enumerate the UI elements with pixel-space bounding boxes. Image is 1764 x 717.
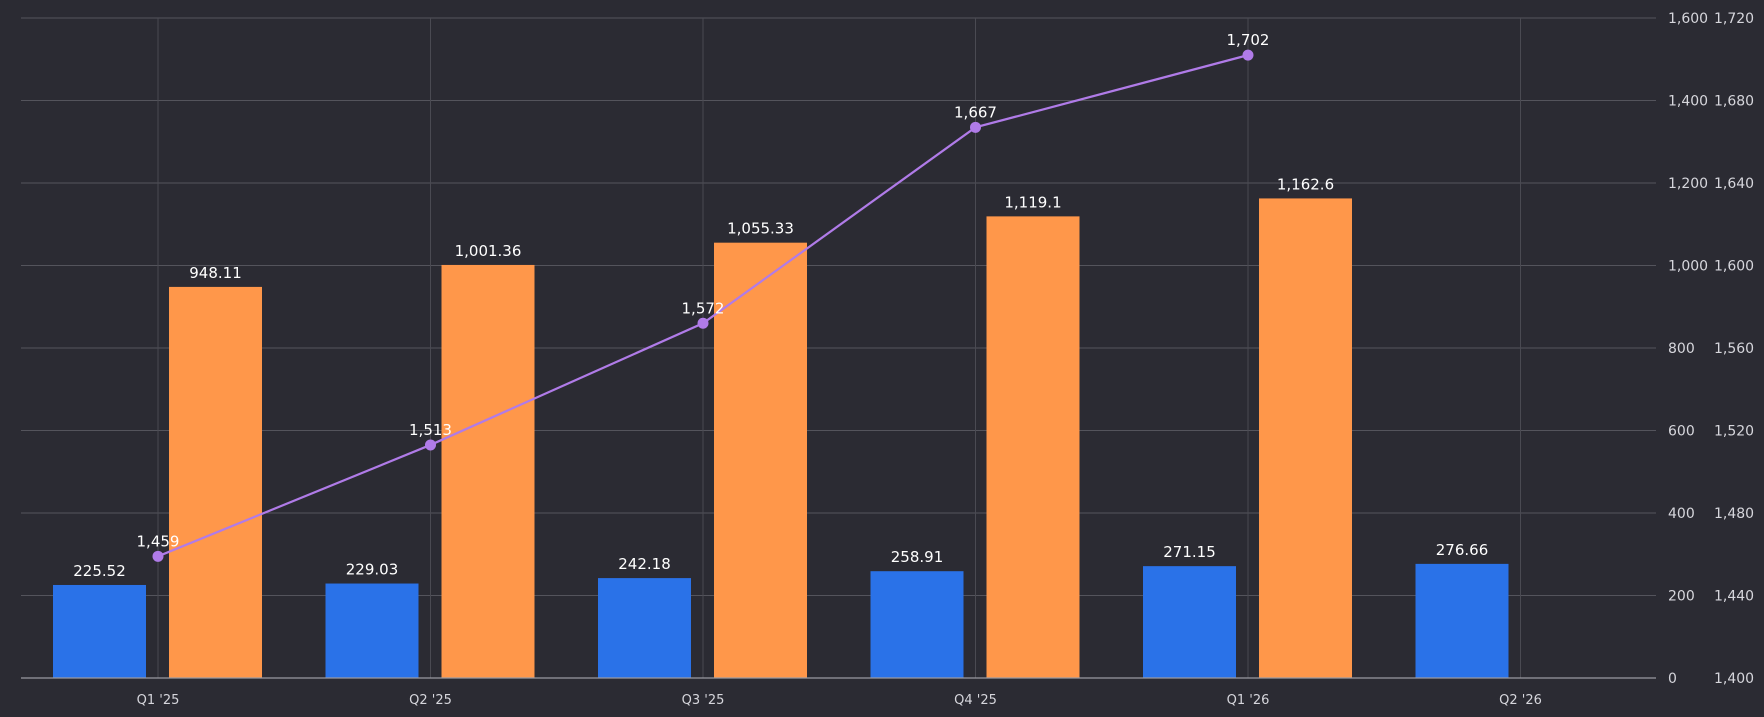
bar-value-label: 276.66 [1436,541,1489,559]
line-point [1242,49,1254,61]
bar [870,571,964,678]
x-tick-label: Q2 '26 [1499,693,1542,708]
bar-value-label: 1,162.6 [1277,175,1334,193]
line-value-label: 1,513 [409,421,452,439]
line-point [425,439,436,451]
x-tick-label: Q2 '25 [409,693,452,708]
line-point [152,550,164,562]
bar [598,578,691,678]
line-value-label: 1,572 [682,299,725,317]
y-right-tick-label: 1,440 [1714,589,1754,605]
bar-value-label: 225.52 [73,562,126,580]
axes: 0 200 400 600 800 1,000 1,200 1,400 1,600 1,400 1,… [21,11,1754,708]
x-tick-label: Q4 '25 [954,693,997,708]
line-series [152,49,1254,562]
y-right-tick-label: 1,400 [1714,671,1754,687]
bar [441,264,535,678]
line-value-label: 1,667 [954,103,997,121]
y-right-tick-label: 1,720 [1714,11,1754,27]
line-value-label: 1,459 [137,532,180,550]
bar-value-label: 1,119.1 [1004,193,1061,211]
x-tick-label: Q1 '25 [137,693,180,708]
y-left-tick-label: 1,000 [1668,259,1708,275]
y-left-tick-label: 800 [1668,341,1695,357]
bar-value-label: 948.11 [189,264,242,282]
bar-value-label: 258.91 [891,548,944,566]
bar-value-label: 229.03 [346,561,399,579]
y-left-tick-label: 200 [1668,589,1695,605]
data-labels: 225.52 229.03 242.18 258.91 271.15 276.66 948.… [73,31,1488,580]
bar [169,286,262,678]
y-left-tick-label: 1,600 [1668,11,1708,27]
y-left-tick-label: 1,400 [1668,94,1708,110]
y-right-tick-label: 1,600 [1714,259,1754,275]
bar [986,216,1080,678]
bar [1259,198,1352,679]
bar [1415,563,1509,678]
x-tick-label: Q3 '25 [682,693,725,708]
y-left-tick-label: 600 [1668,424,1695,440]
y-right-tick-label: 1,560 [1714,341,1754,357]
bar-value-label: 242.18 [618,555,671,573]
bar-value-label: 1,055.33 [727,220,794,238]
y-right-tick-label: 1,640 [1714,176,1754,192]
bar [1143,566,1236,678]
bar-value-label: 271.15 [1163,543,1216,561]
bar-value-label: 1,001.36 [455,242,522,260]
bar [714,242,807,678]
bar [325,583,419,678]
y-left-tick-label: 0 [1668,671,1677,687]
line-point [697,317,709,329]
y-left-tick-label: 400 [1668,506,1695,522]
x-tick-label: Q1 '26 [1227,693,1270,708]
y-left-tick-label: 1,200 [1668,176,1708,192]
line-value-label: 1,702 [1227,31,1270,49]
y-right-tick-label: 1,480 [1714,506,1754,522]
y-right-tick-label: 1,520 [1714,424,1754,440]
y-right-tick-label: 1,680 [1714,94,1754,110]
bar [53,584,146,678]
gridlines [21,17,1656,678]
line-point [970,121,981,133]
bar-series [53,198,1509,679]
